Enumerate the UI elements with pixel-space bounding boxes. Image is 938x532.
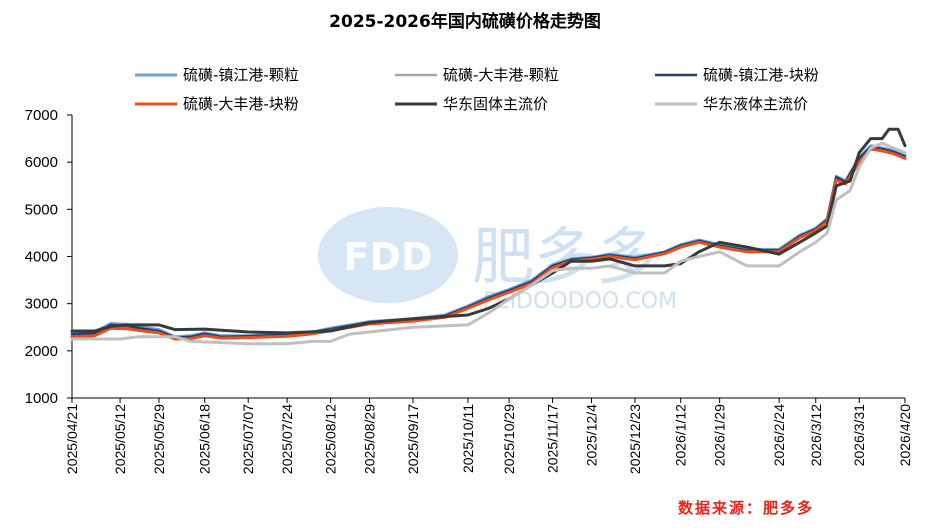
x-tick-label: 2025/12/4 — [583, 404, 599, 466]
x-tick-label: 2025/07/24 — [279, 404, 295, 474]
watermark: FDD 肥多多 FEIDOODOO.COM — [318, 207, 677, 314]
legend-label: 华东固体主流价 — [443, 95, 548, 113]
x-tick-label: 2025/12/23 — [627, 404, 643, 474]
y-tick-label: 7000 — [25, 107, 58, 124]
watermark-logo-circle — [318, 207, 458, 303]
legend-label: 硫磺-镇江港-颗粒 — [183, 66, 299, 84]
watermark-site: FEIDOODOO.COM — [483, 289, 677, 314]
x-tick-label: 2025/06/18 — [197, 404, 213, 474]
x-tick-label: 2025/10/29 — [501, 404, 517, 474]
x-tick-label: 2025/09/17 — [405, 404, 421, 474]
y-tick-label: 2000 — [25, 343, 58, 360]
legend-label: 硫磺-大丰港-颗粒 — [443, 66, 559, 84]
series-line-6 — [70, 141, 907, 346]
y-tick-label: 4000 — [25, 249, 58, 266]
y-tick-label: 6000 — [25, 154, 58, 171]
x-tick-label: 2025/08/12 — [323, 404, 339, 474]
x-tick-label: 2025/04/21 — [64, 404, 80, 474]
y-tick-label: 3000 — [25, 296, 58, 313]
chart-title: 2025-2026年国内硫磺价格走势图 — [329, 11, 601, 32]
x-tick-label: 2025/10/11 — [460, 404, 476, 473]
y-axis: 1000 2000 3000 4000 5000 6000 7000 — [25, 107, 73, 407]
x-tick-label: 2025/05/29 — [151, 404, 167, 474]
series-layer — [70, 127, 907, 346]
legend-label: 硫磺-大丰港-块粉 — [183, 95, 299, 113]
x-tick-label: 2026/4/20 — [897, 404, 913, 466]
x-tick-label: 2026/1/29 — [712, 404, 728, 466]
series-line-5 — [70, 127, 907, 335]
legend-label: 华东液体主流价 — [703, 95, 808, 113]
watermark-logo-text: FDD — [343, 235, 432, 279]
x-tick-label: 2026/3/31 — [851, 404, 867, 466]
legend-label: 硫磺-镇江港-块粉 — [703, 66, 819, 84]
x-tick-label: 2025/11/17 — [545, 404, 561, 473]
x-tick-label: 2026/3/12 — [808, 404, 824, 466]
x-axis: 2025/04/21 2025/05/12 2025/05/29 2025/06/18… — [64, 397, 913, 474]
x-tick-label: 2025/07/07 — [240, 404, 256, 474]
x-tick-label: 2025/08/29 — [362, 404, 378, 474]
x-tick-label: 2025/05/12 — [112, 404, 128, 474]
y-tick-label: 1000 — [25, 390, 58, 407]
x-tick-label: 2026/1/12 — [673, 404, 689, 466]
source-label: 数据来源：肥多多 — [678, 499, 814, 517]
y-tick-label: 5000 — [25, 201, 58, 218]
x-tick-label: 2026/2/24 — [771, 404, 787, 466]
